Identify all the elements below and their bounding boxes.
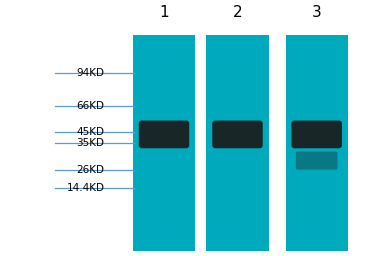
- FancyBboxPatch shape: [296, 152, 337, 170]
- Text: 26KD: 26KD: [77, 165, 104, 175]
- FancyBboxPatch shape: [291, 121, 342, 148]
- Text: 2: 2: [233, 5, 242, 20]
- Text: 35KD: 35KD: [77, 138, 104, 148]
- Text: 94KD: 94KD: [77, 68, 104, 78]
- FancyBboxPatch shape: [212, 121, 263, 148]
- Text: 66KD: 66KD: [77, 101, 104, 111]
- Text: 14.4KD: 14.4KD: [66, 183, 104, 193]
- Text: 1: 1: [159, 5, 169, 20]
- FancyBboxPatch shape: [139, 121, 189, 148]
- Bar: [207, 35, 268, 251]
- Bar: [286, 35, 348, 251]
- Text: 3: 3: [312, 5, 322, 20]
- Text: 45KD: 45KD: [77, 127, 104, 137]
- Bar: [133, 35, 195, 251]
